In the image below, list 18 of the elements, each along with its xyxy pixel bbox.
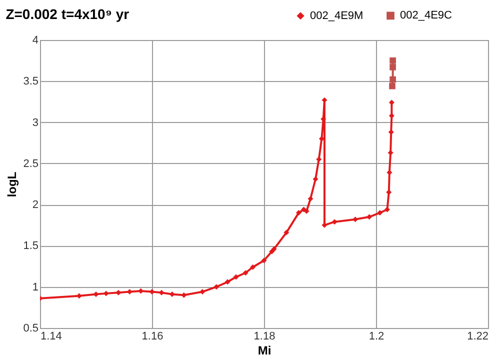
y-tick-label: 2.5 [23,158,38,170]
y-tick-label: 3 [32,116,38,129]
x-axis-title: Mi [258,344,272,358]
y-tick-label: 3.5 [23,76,38,88]
x-tick-label: 1.16 [142,330,164,342]
legend-label: 002_4E9M [310,10,364,22]
x-tick-label: 1.18 [254,330,276,342]
y-tick-label: 1 [32,281,38,294]
y-tick-label: 2 [32,199,38,212]
y-axis-title: logL [5,172,20,198]
chart-title: Z=0.002 t=4x10⁹ yr [6,6,130,22]
x-tick-label: 1.22 [467,330,488,342]
x-tick-label: 1.2 [368,330,384,342]
y-tick-label: 0.5 [23,322,38,334]
x-tick-label: 1.14 [40,330,62,342]
y-tick-label: 1.5 [23,240,38,252]
y-tick-label: 4 [32,34,38,46]
legend-label: 002_4E9C [400,10,452,22]
